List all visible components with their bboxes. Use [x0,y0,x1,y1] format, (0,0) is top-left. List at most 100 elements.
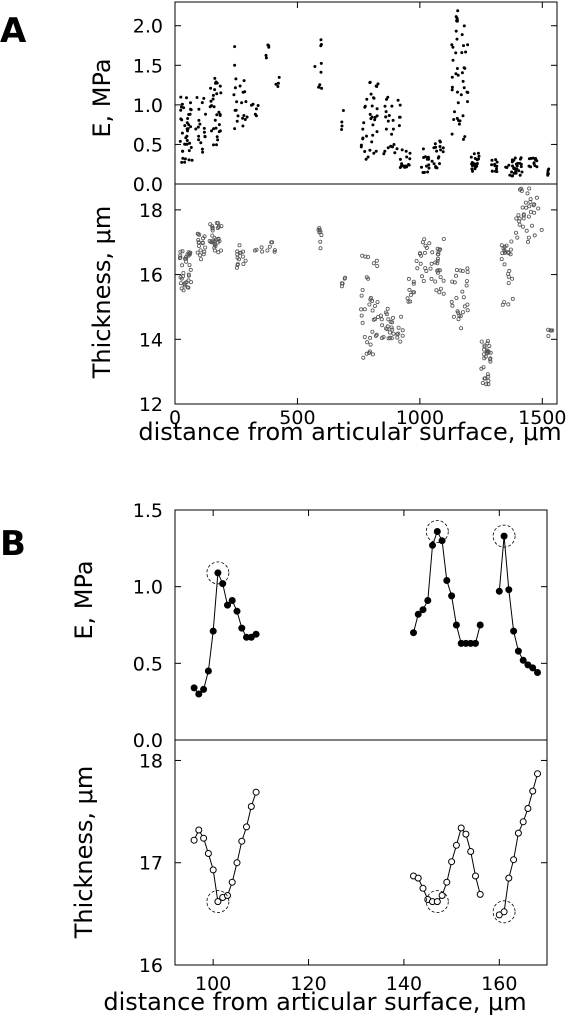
panel-b-modulus-series [190,520,541,698]
thickness-point [506,274,511,279]
panel-a-bottom-frame [174,183,558,405]
thickness-point [499,257,504,262]
modulus-point [244,100,248,104]
modulus-point [212,127,216,131]
modulus-point [532,161,536,165]
modulus-point [276,85,280,88]
thickness-point [454,267,459,272]
modulus-point [529,664,537,672]
thickness-point [465,308,470,313]
thickness-point [526,235,531,240]
modulus-point [490,169,494,173]
panel-b-xticks: 100 120 140 160 [195,510,517,995]
modulus-point [200,685,208,693]
modulus-point [214,569,222,577]
modulus-point [500,532,508,540]
thickness-point [509,239,514,244]
thickness-point [433,260,438,265]
thickness-point [385,324,390,329]
thickness-point [521,224,526,229]
b-bottom-ytick-label: 17 [139,853,163,875]
modulus-point [212,143,215,147]
modulus-point [426,155,430,159]
thickness-point [367,302,372,307]
a-bottom-ytick-label: 18 [139,200,163,222]
modulus-point [461,114,465,118]
thickness-point [434,288,439,293]
thickness-point [441,291,446,296]
modulus-point [410,629,417,637]
b-top-ytick-label: 1.5 [133,500,163,522]
modulus-point [234,77,238,81]
modulus-point [217,123,221,127]
thickness-point [187,263,192,268]
modulus-point [390,104,394,108]
thickness-point [454,295,459,300]
modulus-point [228,597,236,604]
a-xtick-label: 1000 [396,407,444,429]
modulus-point [460,71,464,75]
thickness-point [461,295,466,300]
modulus-point [426,170,430,174]
thickness-point [517,219,522,224]
modulus-point [245,115,249,119]
thickness-point [521,216,526,221]
thickness-point [435,256,440,261]
modulus-point [470,161,474,164]
modulus-point [320,86,324,90]
modulus-point [464,50,468,54]
thickness-point [495,911,503,919]
modulus-point [438,537,446,545]
thickness-point [408,299,413,304]
modulus-point [450,75,454,79]
modulus-point [247,633,255,641]
modulus-point [472,639,479,647]
modulus-point [448,592,456,600]
thickness-point [198,248,203,253]
thickness-point [209,866,217,874]
modulus-point [513,167,517,171]
modulus-point [340,128,344,131]
modulus-point [471,164,474,168]
modulus-point [181,149,185,153]
modulus-point [373,118,377,122]
b-xtick-label: 100 [195,973,231,995]
thickness-point [435,246,440,251]
modulus-point [217,110,221,114]
modulus-point [189,125,193,129]
thickness-point [457,313,462,318]
modulus-point [189,101,192,105]
modulus-point [195,96,199,99]
a-xtick-label: 0 [169,407,181,429]
modulus-point [407,163,410,166]
thickness-point [386,317,391,322]
modulus-point [471,169,474,173]
thickness-point [178,281,183,286]
thickness-point [458,268,463,273]
modulus-point [436,156,440,160]
thickness-point [514,230,519,235]
panel-b-bottom-yticks: 16 17 18 [139,750,547,977]
thickness-point [448,858,456,866]
thickness-point [196,231,201,236]
thickness-point [272,248,277,253]
thickness-point [485,349,490,354]
modulus-point [319,61,323,65]
modulus-point [242,114,246,117]
thickness-point [181,288,186,293]
modulus-point [375,130,379,134]
thickness-point [483,376,488,381]
thickness-point [204,850,212,857]
thickness-point [479,339,484,344]
modulus-point [179,95,183,99]
panel-b: B E, MPa Thickness, μm distance from art… [0,500,548,1016]
modulus-point [529,165,533,169]
modulus-point [197,118,201,122]
thickness-point [450,279,455,284]
modulus-point [361,136,365,140]
modulus-point [202,126,206,130]
modulus-point [514,171,518,175]
modulus-point [202,130,206,134]
thickness-point [365,340,370,345]
modulus-point [495,587,503,595]
